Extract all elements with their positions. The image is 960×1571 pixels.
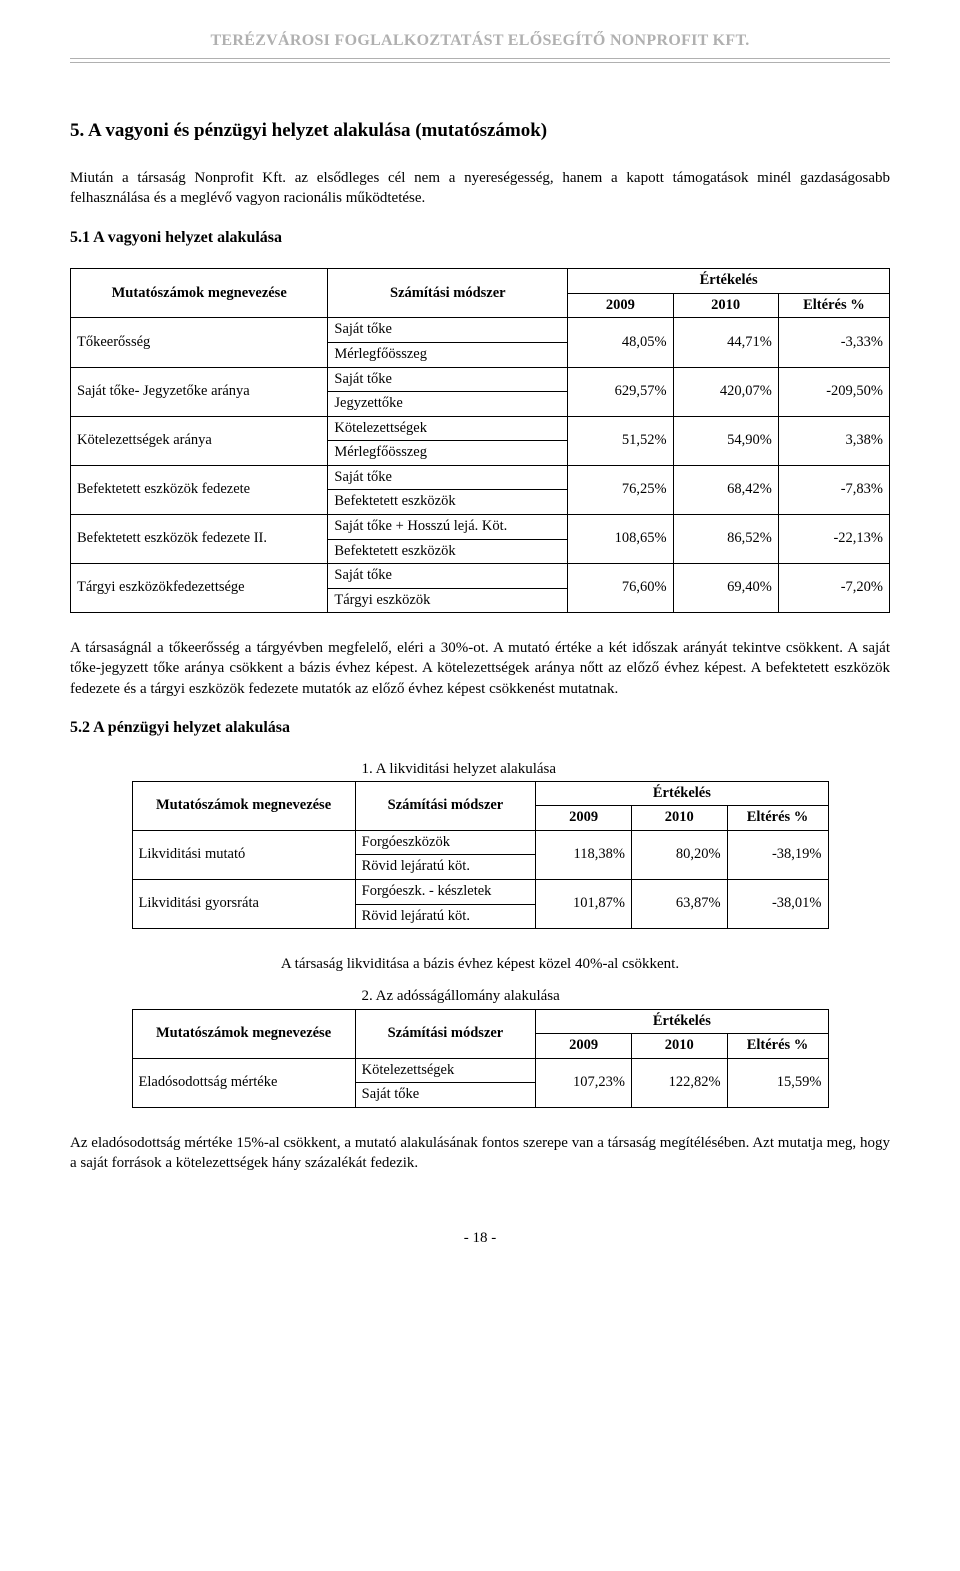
th-diff: Eltérés % <box>727 1034 828 1059</box>
table-row-y2: 86,52% <box>673 514 778 563</box>
table-row-name: Likviditási mutató <box>132 830 355 879</box>
table-row-diff: 15,59% <box>727 1058 828 1107</box>
table-5-2-2: Mutatószámok megnevezése Számítási módsz… <box>132 1009 829 1108</box>
table-row-name: Befektetett eszközök fedezete II. <box>71 514 328 563</box>
table-row-method: Befektetett eszközök <box>328 539 568 564</box>
th-method: Számítási módszer <box>355 1009 536 1058</box>
table-row-y1: 107,23% <box>536 1058 632 1107</box>
th-eval: Értékelés <box>568 269 890 294</box>
section-5-2-comment2: Az eladósodottság mértéke 15%-al csökken… <box>70 1133 890 1174</box>
table-row-method: Saját tőke <box>355 1083 536 1108</box>
page-header: TERÉZVÁROSI FOGLALKOZTATÁST ELŐSEGÍTŐ NO… <box>70 30 890 59</box>
table-row-name: Likviditási gyorsráta <box>132 880 355 929</box>
table-row-method: Saját tőke <box>328 318 568 343</box>
header-rule <box>70 62 890 63</box>
table-row-diff: -3,33% <box>778 318 889 367</box>
table-row-method: Befektetett eszközök <box>328 490 568 515</box>
th-diff: Eltérés % <box>778 293 889 318</box>
th-diff: Eltérés % <box>727 806 828 831</box>
table-5-2-2-caption: 2. Az adósságállomány alakulása <box>362 986 829 1006</box>
table-row-y1: 118,38% <box>536 830 632 879</box>
table-row-y2: 420,07% <box>673 367 778 416</box>
table-5-1: Mutatószámok megnevezése Számítási módsz… <box>70 268 890 613</box>
table-row-method: Tárgyi eszközök <box>328 588 568 613</box>
table-row-name: Kötelezettségek aránya <box>71 416 328 465</box>
section-5-intro: Miután a társaság Nonprofit Kft. az első… <box>70 168 890 209</box>
th-y1: 2009 <box>536 1034 632 1059</box>
table-row-diff: -38,01% <box>727 880 828 929</box>
table-row-method: Forgóeszk. - készletek <box>355 880 536 905</box>
table-row-method: Saját tőke <box>328 367 568 392</box>
table-row-y2: 69,40% <box>673 564 778 613</box>
section-5-title: 5. A vagyoni és pénzügyi helyzet alakulá… <box>70 118 890 144</box>
table-row-method: Kötelezettségek <box>355 1058 536 1083</box>
table-row-method: Rövid lejáratú köt. <box>355 855 536 880</box>
table-row-y1: 629,57% <box>568 367 673 416</box>
th-method: Számítási módszer <box>328 269 568 318</box>
table-row-method: Saját tőke <box>328 465 568 490</box>
table-row-method: Saját tőke + Hosszú lejá. Köt. <box>328 514 568 539</box>
table-row-name: Eladósodottság mértéke <box>132 1058 355 1107</box>
table-row-y1: 76,60% <box>568 564 673 613</box>
th-name: Mutatószámok megnevezése <box>132 781 355 830</box>
table-row-diff: 3,38% <box>778 416 889 465</box>
th-y2: 2010 <box>631 1034 727 1059</box>
table-row-method: Mérlegfőösszeg <box>328 441 568 466</box>
table-row-y2: 122,82% <box>631 1058 727 1107</box>
table-row-diff: -7,20% <box>778 564 889 613</box>
th-eval: Értékelés <box>536 781 828 806</box>
table-row-y1: 48,05% <box>568 318 673 367</box>
th-eval: Értékelés <box>536 1009 828 1034</box>
table-row-name: Tárgyi eszközökfedezettsége <box>71 564 328 613</box>
section-5-2-title: 5.2 A pénzügyi helyzet alakulása <box>70 717 890 739</box>
section-5-2-comment1: A társaság likviditása a bázis évhez kép… <box>132 954 829 974</box>
table-row-diff: -38,19% <box>727 830 828 879</box>
table-row-y2: 68,42% <box>673 465 778 514</box>
table-row-name: Befektetett eszközök fedezete <box>71 465 328 514</box>
table-row-name: Tőkeerősség <box>71 318 328 367</box>
table-row-method: Kötelezettségek <box>328 416 568 441</box>
table-row-y2: 44,71% <box>673 318 778 367</box>
th-y2: 2010 <box>673 293 778 318</box>
section-5-1-title: 5.1 A vagyoni helyzet alakulása <box>70 227 890 249</box>
th-name: Mutatószámok megnevezése <box>132 1009 355 1058</box>
table-row-method: Rövid lejáratú köt. <box>355 904 536 929</box>
table-row-diff: -209,50% <box>778 367 889 416</box>
table-row-diff: -22,13% <box>778 514 889 563</box>
th-y1: 2009 <box>568 293 673 318</box>
table-row-y1: 76,25% <box>568 465 673 514</box>
th-y1: 2009 <box>536 806 632 831</box>
table-row-method: Forgóeszközök <box>355 830 536 855</box>
th-name: Mutatószámok megnevezése <box>71 269 328 318</box>
table-row-method: Saját tőke <box>328 564 568 589</box>
page-number: - 18 - <box>70 1228 890 1248</box>
table-row-y2: 63,87% <box>631 880 727 929</box>
table-row-y2: 54,90% <box>673 416 778 465</box>
th-y2: 2010 <box>631 806 727 831</box>
table-row-method: Mérlegfőösszeg <box>328 343 568 368</box>
table-row-y1: 101,87% <box>536 880 632 929</box>
table-row-name: Saját tőke- Jegyzetőke aránya <box>71 367 328 416</box>
table-row-y1: 108,65% <box>568 514 673 563</box>
table-5-2-1: Mutatószámok megnevezése Számítási módsz… <box>132 781 829 929</box>
table-row-y2: 80,20% <box>631 830 727 879</box>
table-row-method: Jegyzettőke <box>328 392 568 417</box>
table-5-2-1-caption: 1. A likviditási helyzet alakulása <box>362 759 829 779</box>
table-row-diff: -7,83% <box>778 465 889 514</box>
table-row-y1: 51,52% <box>568 416 673 465</box>
th-method: Számítási módszer <box>355 781 536 830</box>
section-5-1-commentary: A társaságnál a tőkeerősség a tárgyévben… <box>70 638 890 699</box>
